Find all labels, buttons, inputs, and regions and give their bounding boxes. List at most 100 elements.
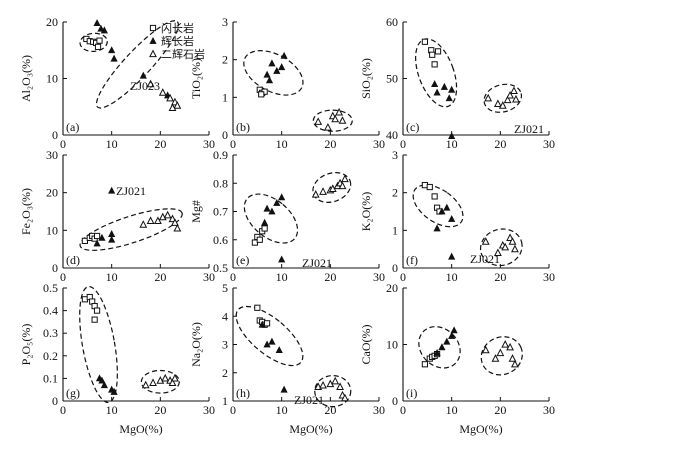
data-point-open-triangle (493, 248, 502, 257)
y-axis-title: Fe₂O₃(%) (19, 188, 33, 235)
data-point-filled-triangle (108, 46, 116, 54)
compositional-field (312, 109, 353, 132)
x-tick-label: 0 (60, 403, 66, 417)
data-point-filled-triangle (108, 186, 116, 194)
panel-c: 40 50 60 0 10 20 30 SiO₂(%) (c) ZJ021 (359, 15, 555, 151)
y-tick-label: 4 (222, 309, 228, 323)
x-axis-title: MgO(%) (119, 422, 162, 436)
data-point-open-triangle (496, 348, 505, 357)
data-point-filled-triangle (108, 235, 116, 243)
x-tick-label: 10 (106, 270, 118, 284)
data-point-open-triangle (171, 218, 179, 226)
data-point-filled-triangle (268, 59, 276, 67)
panel-a: 0 10 20 0 10 20 30 Al₂O₃(%) (a) ZJ023 (19, 15, 215, 151)
data-point-filled-triangle (278, 63, 286, 71)
legend-marker-filled-triangle (149, 36, 157, 44)
data-point-open-square (93, 307, 101, 314)
data-point-open-square (434, 48, 442, 55)
panel-label: (g) (66, 386, 80, 400)
data-point-open-triangle (153, 216, 162, 225)
data-point-open-triangle (511, 94, 520, 103)
sample-annotation: ZJ021 (470, 252, 500, 266)
data-point-open-triangle (146, 79, 155, 88)
data-point-filled-triangle (98, 233, 106, 241)
data-point-filled-triangle (280, 51, 288, 59)
x-tick-label: 10 (106, 403, 118, 417)
panel-i: 0 10 20 0 10 20 30 CaO(%) MgO(%) (i) (359, 281, 555, 436)
panel-label: (i) (406, 386, 417, 400)
data-point-open-square (96, 37, 103, 44)
data-point-filled-triangle (443, 337, 451, 345)
compositional-field (243, 193, 299, 244)
data-point-open-triangle (481, 237, 490, 245)
panel-label: (h) (236, 386, 250, 400)
data-point-open-triangle (168, 103, 177, 111)
data-point-filled-triangle (278, 255, 286, 263)
legend-label: 辉长岩 (161, 34, 194, 48)
data-point-open-square (431, 193, 438, 200)
x-tick-label: 30 (373, 403, 385, 417)
data-point-open-triangle (311, 190, 320, 198)
x-tick-label: 30 (203, 270, 215, 284)
data-point-open-square (429, 51, 436, 58)
y-tick-label: 0.5 (213, 261, 228, 275)
compositional-field (243, 50, 304, 96)
y-axis-title: P₂O₅(%) (19, 324, 33, 366)
data-point-open-triangle (139, 220, 148, 228)
data-point-filled-triangle (265, 76, 274, 84)
data-point-filled-triangle (93, 19, 101, 27)
data-point-filled-triangle (273, 198, 281, 206)
x-tick-label: 20 (494, 270, 506, 284)
y-tick-label: 2 (222, 366, 228, 380)
data-point-open-square (256, 236, 263, 243)
data-point-open-triangle (508, 354, 517, 362)
y-tick-label: 20 (46, 15, 58, 29)
y-tick-label: 10 (386, 338, 398, 352)
data-point-filled-triangle (258, 320, 266, 328)
y-axis-title: Mg# (189, 200, 203, 223)
compositional-field (95, 20, 180, 109)
data-point-open-triangle (506, 342, 514, 351)
y-axis-title: CaO(%) (359, 325, 373, 365)
y-tick-label: 0.8 (213, 176, 228, 190)
data-point-open-square (94, 43, 102, 50)
data-point-filled-triangle (433, 88, 441, 96)
data-point-open-triangle (511, 359, 519, 368)
data-point-open-triangle (141, 380, 150, 389)
y-tick-label: 0.7 (213, 205, 228, 219)
data-point-filled-triangle (263, 70, 271, 78)
data-point-open-triangle (314, 117, 323, 125)
data-point-open-square (93, 232, 101, 240)
x-tick-label: 30 (543, 270, 555, 284)
data-point-filled-triangle (440, 82, 448, 90)
data-point-open-triangle (498, 101, 507, 109)
x-tick-label: 30 (543, 403, 555, 417)
compositional-field (79, 208, 183, 251)
data-point-filled-triangle (448, 331, 456, 339)
x-tick-label: 0 (230, 403, 236, 417)
x-tick-label: 20 (324, 270, 336, 284)
x-tick-label: 20 (494, 137, 506, 151)
legend-label: 闪长岩 (161, 21, 194, 35)
data-point-filled-triangle (110, 387, 118, 395)
x-tick-label: 0 (400, 270, 406, 284)
x-tick-label: 10 (446, 403, 458, 417)
data-point-open-triangle (323, 122, 332, 131)
sample-annotation: ZJ023 (130, 79, 160, 93)
y-axis-title: K₂O(%) (359, 192, 373, 232)
y-tick-label: 3 (222, 15, 228, 29)
data-point-open-triangle (161, 373, 170, 382)
y-tick-label: 1 (392, 223, 398, 237)
data-point-filled-triangle (448, 85, 456, 93)
data-point-open-triangle (493, 99, 502, 108)
data-point-open-triangle (331, 114, 340, 123)
compositional-field (483, 83, 523, 113)
x-tick-label: 30 (373, 137, 385, 151)
compositional-field (79, 32, 108, 53)
data-point-open-triangle (491, 354, 500, 362)
compositional-field (415, 38, 458, 108)
data-point-open-square (421, 38, 428, 45)
compositional-field (314, 374, 352, 408)
x-tick-label: 30 (203, 137, 215, 151)
